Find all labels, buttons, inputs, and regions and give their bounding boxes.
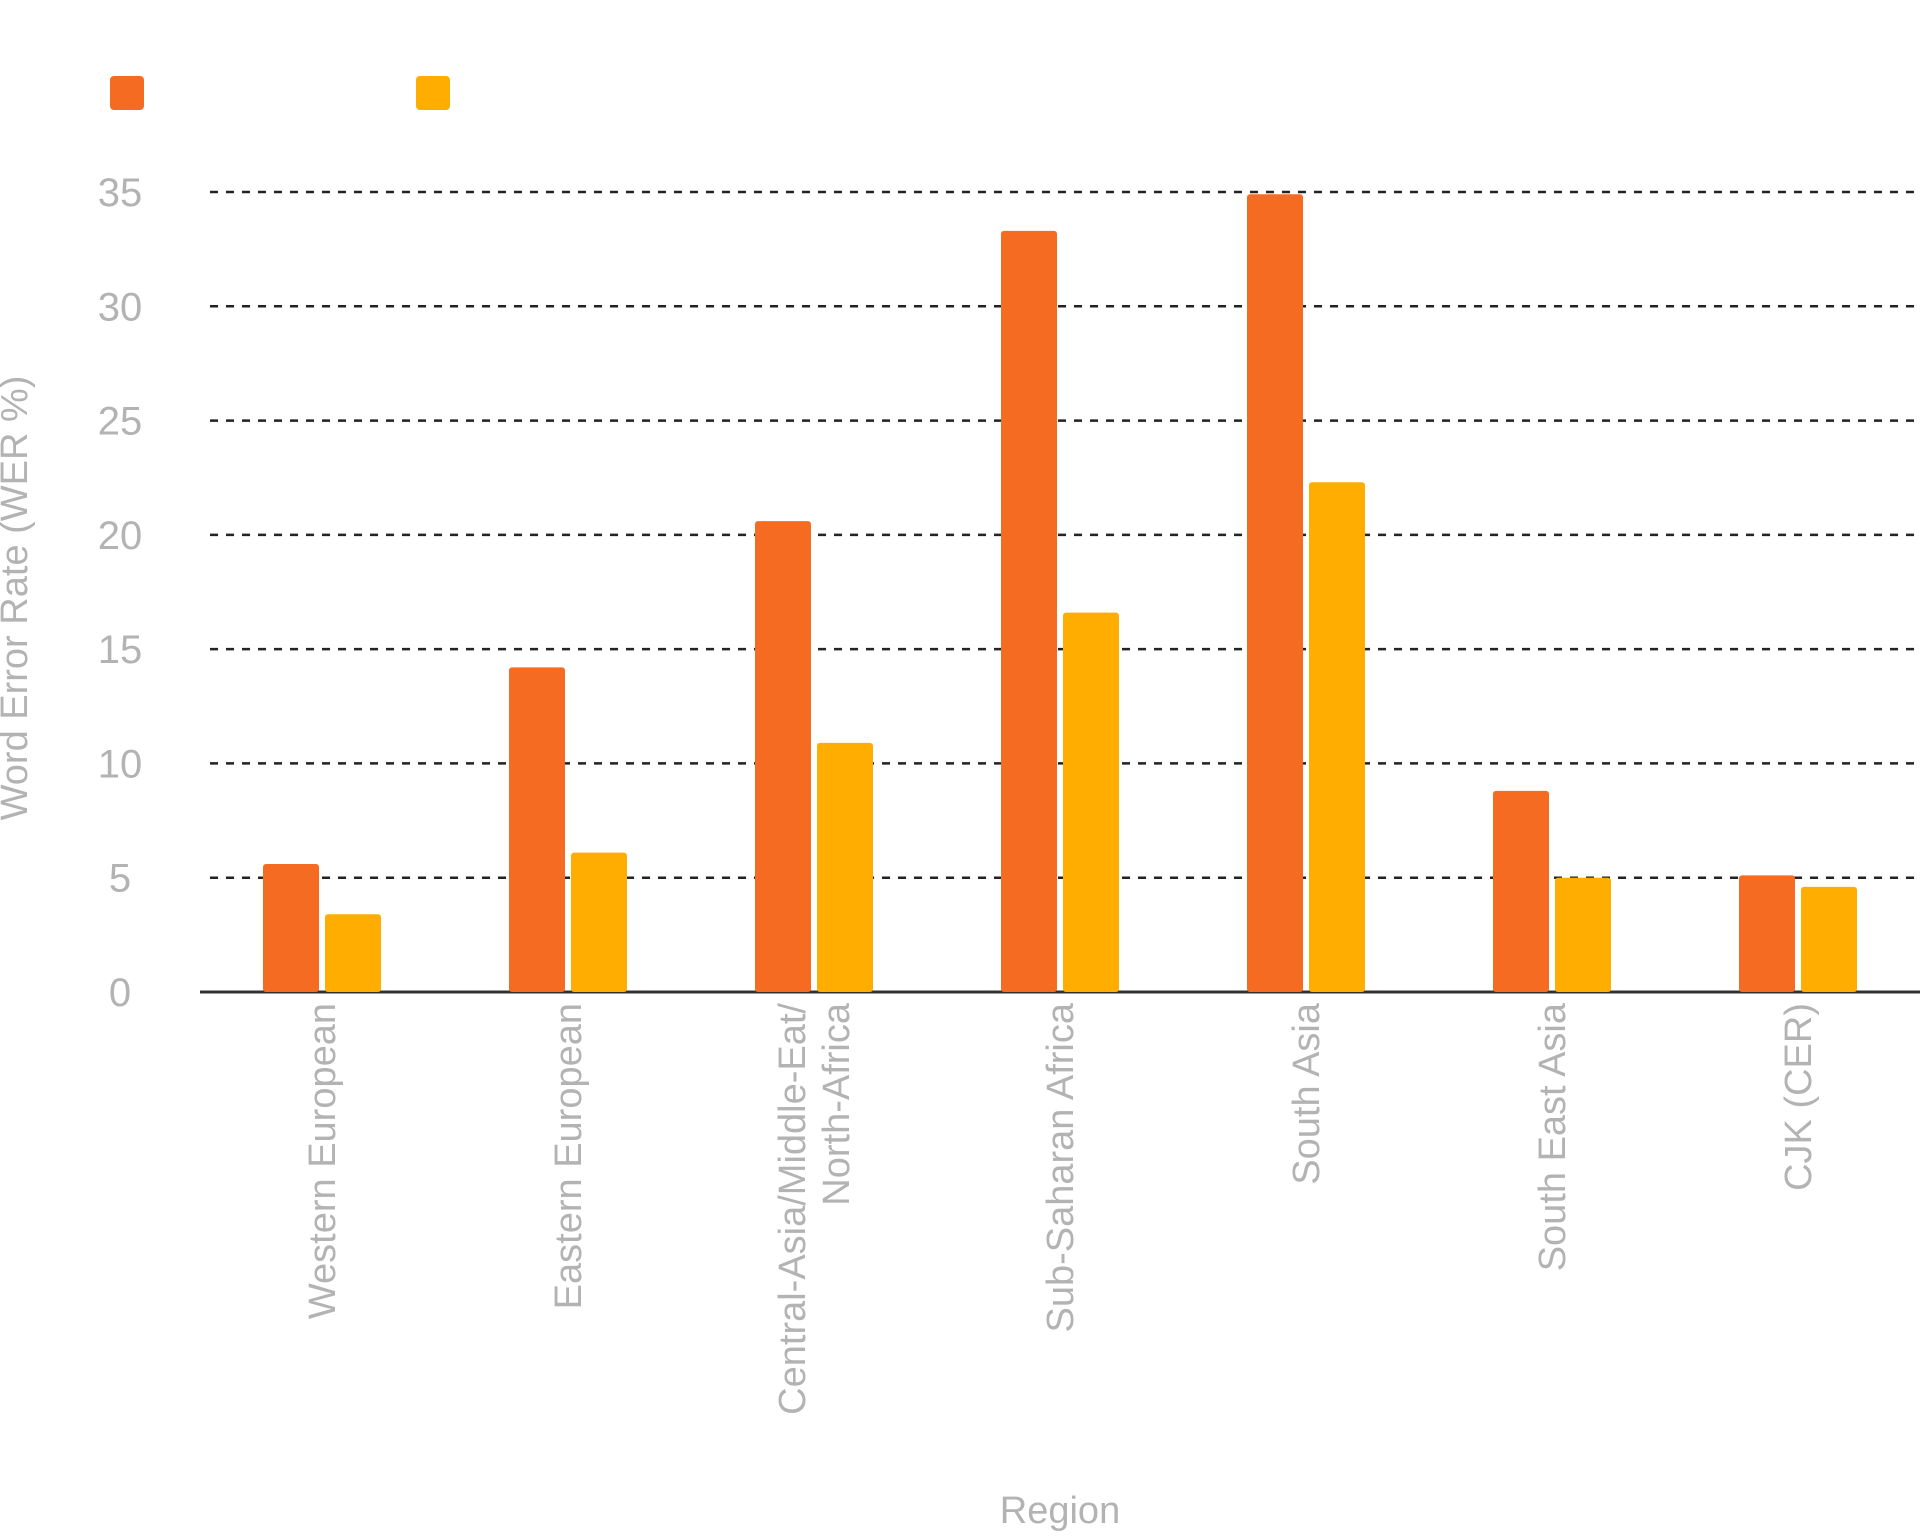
y-tick-label: 5 — [109, 857, 131, 901]
x-category-label: Sub-Saharan Africa — [1040, 1002, 1082, 1332]
bar-series-1-7 — [1739, 875, 1795, 992]
y-tick-label: 20 — [98, 514, 143, 558]
bar-series-2-4 — [1063, 612, 1119, 992]
bars — [263, 194, 1857, 993]
bar-series-1-3 — [755, 521, 811, 992]
y-axis-ticks: 0 5 10 15 20 25 30 35 — [98, 171, 143, 1015]
y-tick-label: 30 — [98, 285, 143, 329]
bar-series-1-4 — [1001, 230, 1057, 992]
x-axis-labels: Western European Eastern European Central-… — [302, 1002, 1820, 1415]
x-category-label: Central-Asia/Middle-Eat/ — [772, 1003, 814, 1415]
legend — [110, 76, 450, 110]
x-category-label: Western European — [302, 1003, 344, 1319]
x-axis-title: Region — [1000, 1490, 1120, 1532]
gridlines — [200, 190, 1920, 994]
x-category-label: North-Africa — [816, 1002, 858, 1206]
bar-series-2-2 — [571, 852, 627, 992]
bar-series-2-5 — [1309, 482, 1365, 992]
y-axis-title: Word Error Rate (WER %) — [0, 376, 36, 821]
bar-series-1-6 — [1493, 790, 1549, 992]
y-tick-label: 10 — [98, 742, 143, 786]
bar-series-1-1 — [263, 864, 319, 992]
bar-series-2-6 — [1555, 877, 1611, 992]
y-tick-label: 15 — [98, 628, 143, 672]
bar-series-2-7 — [1801, 886, 1857, 992]
y-tick-label: 0 — [109, 971, 131, 1015]
x-category-label: South Asia — [1286, 1002, 1328, 1185]
bar-series-1-5 — [1247, 194, 1303, 993]
bar-series-2-3 — [817, 742, 873, 992]
bar-series-1-2 — [509, 667, 565, 992]
x-category-label: South East Asia — [1532, 1002, 1574, 1271]
x-category-label: Eastern European — [548, 1003, 590, 1309]
legend-swatch-series-1 — [110, 76, 144, 110]
bar-series-2-1 — [325, 914, 381, 992]
y-tick-label: 25 — [98, 400, 143, 444]
y-tick-label: 35 — [98, 171, 143, 215]
legend-swatch-series-2 — [416, 76, 450, 110]
x-category-label: CJK (CER) — [1778, 1003, 1820, 1191]
